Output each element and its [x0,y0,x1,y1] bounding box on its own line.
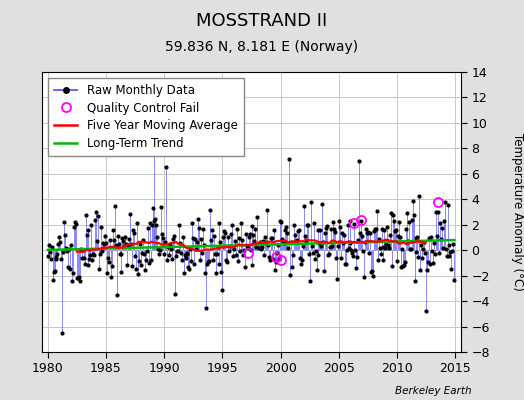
Y-axis label: Temperature Anomaly (°C): Temperature Anomaly (°C) [511,133,524,291]
Text: Berkeley Earth: Berkeley Earth [395,386,472,396]
Text: MOSSTRAND II: MOSSTRAND II [196,12,328,30]
Legend: Raw Monthly Data, Quality Control Fail, Five Year Moving Average, Long-Term Tren: Raw Monthly Data, Quality Control Fail, … [48,78,244,156]
Text: 59.836 N, 8.181 E (Norway): 59.836 N, 8.181 E (Norway) [166,40,358,54]
